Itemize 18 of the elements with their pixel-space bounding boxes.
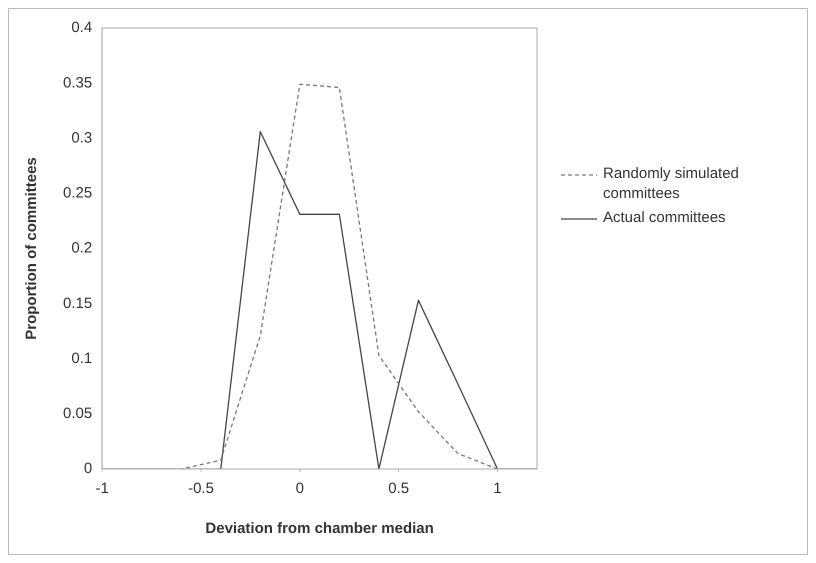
y-tick-label: 0.35: [62, 74, 92, 92]
y-tick-label: 0.4: [71, 19, 92, 36]
x-tick-label: -1: [96, 480, 109, 498]
x-tick-label: 0.5: [388, 480, 410, 498]
y-tick-label: 0.1: [71, 350, 92, 367]
legend-label: Actual committees: [603, 208, 727, 228]
y-tick-label: 0.15: [62, 294, 92, 312]
x-tick-label: -0.5: [188, 480, 214, 498]
x-tick-label: 0: [296, 480, 304, 498]
y-tick-label: 0.25: [62, 184, 92, 202]
legend-label: Randomly simulated committees: [603, 164, 740, 204]
x-axis-title: Deviation from chamber median: [205, 520, 434, 538]
y-tick-label: 0.2: [71, 240, 92, 257]
x-tick-label: 1: [493, 480, 502, 498]
y-tick-label: 0: [84, 460, 92, 478]
y-tick-label: 0.05: [62, 405, 92, 422]
y-axis-title: Proportion of committees: [23, 157, 40, 340]
y-tick-label: 0.3: [71, 129, 92, 146]
